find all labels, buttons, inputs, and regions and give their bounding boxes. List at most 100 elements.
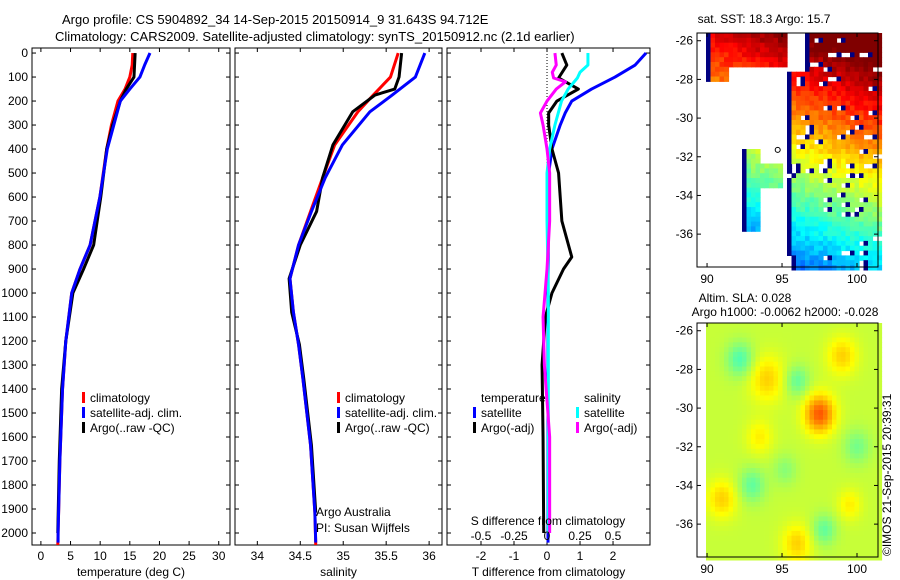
sla-cell bbox=[827, 337, 833, 343]
sla-cell bbox=[719, 463, 725, 469]
sla-cell bbox=[769, 381, 775, 387]
sla-cell bbox=[809, 497, 815, 503]
sst-cell bbox=[827, 197, 833, 203]
sst-cell bbox=[710, 66, 716, 73]
sst-cell bbox=[854, 129, 860, 136]
sst-cell bbox=[827, 81, 833, 87]
sla-cell bbox=[850, 497, 856, 503]
sla-cell bbox=[710, 400, 716, 406]
sst-cell bbox=[710, 57, 716, 63]
sst-cell bbox=[746, 163, 752, 169]
sla-cell bbox=[737, 419, 743, 426]
sla-cell bbox=[845, 366, 851, 372]
sla-cell bbox=[796, 381, 802, 387]
sla-cell bbox=[827, 439, 833, 445]
sst-cell bbox=[845, 100, 851, 107]
sla-cell bbox=[872, 385, 878, 392]
sst-cell bbox=[877, 158, 883, 165]
sla-cell bbox=[800, 371, 806, 377]
sst-cell bbox=[877, 139, 883, 145]
sla-cell bbox=[800, 468, 806, 474]
sst-cell bbox=[823, 192, 829, 198]
sst-cell bbox=[854, 255, 860, 261]
sla-cell bbox=[733, 381, 739, 387]
sla-cell bbox=[818, 472, 824, 479]
sst-cell bbox=[778, 52, 784, 58]
sst-cell bbox=[832, 134, 838, 140]
sla-cell bbox=[764, 405, 770, 411]
sst-cell bbox=[809, 91, 815, 97]
sst-cell bbox=[764, 182, 770, 189]
sla-cell bbox=[841, 472, 847, 479]
sla-cell bbox=[827, 487, 833, 493]
sla-cell bbox=[760, 434, 766, 440]
sla-cell bbox=[863, 410, 869, 416]
sla-cell bbox=[746, 327, 752, 334]
sla-cell bbox=[845, 463, 851, 469]
sla-cell bbox=[724, 400, 730, 406]
sla-cell bbox=[751, 501, 757, 508]
sst-cell bbox=[854, 260, 860, 266]
sla-cell bbox=[809, 443, 815, 450]
sla-cell bbox=[782, 390, 788, 397]
sla-cell bbox=[733, 332, 739, 339]
legend-label: Argo(..raw -QC) bbox=[90, 421, 175, 435]
sla-cell bbox=[787, 511, 793, 517]
sst-cell bbox=[809, 255, 815, 261]
sla-cell bbox=[877, 385, 883, 392]
sla-cell bbox=[877, 434, 883, 440]
sla-cell bbox=[809, 327, 815, 334]
sla-cell bbox=[742, 347, 748, 353]
sst-cell bbox=[854, 211, 860, 218]
sst-cell bbox=[746, 149, 752, 155]
sla-cell bbox=[787, 482, 793, 488]
sst-cell bbox=[796, 236, 802, 242]
sst-cell bbox=[863, 255, 869, 261]
sla-cell bbox=[805, 366, 811, 372]
sla-cell bbox=[832, 497, 838, 503]
sla-cell bbox=[827, 361, 833, 368]
sla-cell bbox=[791, 550, 797, 556]
sla-cell bbox=[706, 332, 712, 339]
depth-tick-label: 500 bbox=[8, 166, 28, 180]
sst-cell bbox=[814, 216, 820, 223]
sst-cell bbox=[764, 173, 770, 179]
sla-cell bbox=[773, 434, 779, 440]
legend-label: Argo(..raw -QC) bbox=[345, 421, 430, 435]
sla-cell bbox=[719, 323, 725, 329]
sla-cell bbox=[764, 395, 770, 401]
sla-cell bbox=[728, 395, 734, 401]
sst-cell bbox=[787, 158, 793, 165]
sla-cell bbox=[737, 482, 743, 488]
sla-cell bbox=[863, 530, 869, 537]
sla-cell bbox=[706, 555, 712, 561]
sla-cell bbox=[728, 458, 734, 464]
sst-cell bbox=[832, 221, 838, 227]
sla-cell bbox=[710, 327, 716, 334]
sst-cell bbox=[818, 207, 824, 213]
sla-cell bbox=[796, 482, 802, 488]
lon-tick-label: 95 bbox=[775, 272, 789, 286]
sla-cell bbox=[805, 472, 811, 479]
sla-cell bbox=[778, 371, 784, 377]
sst-cell bbox=[778, 178, 784, 184]
sst-cell bbox=[877, 216, 883, 223]
sla-cell bbox=[760, 337, 766, 343]
sla-cell bbox=[706, 390, 712, 397]
sla-cell bbox=[859, 400, 865, 406]
sst-cell bbox=[796, 211, 802, 218]
sla-cell bbox=[782, 410, 788, 416]
sla-cell bbox=[850, 385, 856, 392]
sla-cell bbox=[737, 521, 743, 527]
depth-tick-label: 800 bbox=[8, 238, 28, 252]
sla-cell bbox=[773, 337, 779, 343]
sla-cell bbox=[845, 555, 851, 561]
sla-cell bbox=[805, 492, 811, 498]
sst-cell bbox=[877, 226, 883, 232]
sst-cell bbox=[791, 100, 797, 107]
sla-cell bbox=[809, 555, 815, 561]
sst-cell bbox=[868, 95, 874, 102]
sla-cell bbox=[778, 521, 784, 527]
sla-cell bbox=[859, 419, 865, 426]
sst-cell bbox=[742, 192, 748, 198]
